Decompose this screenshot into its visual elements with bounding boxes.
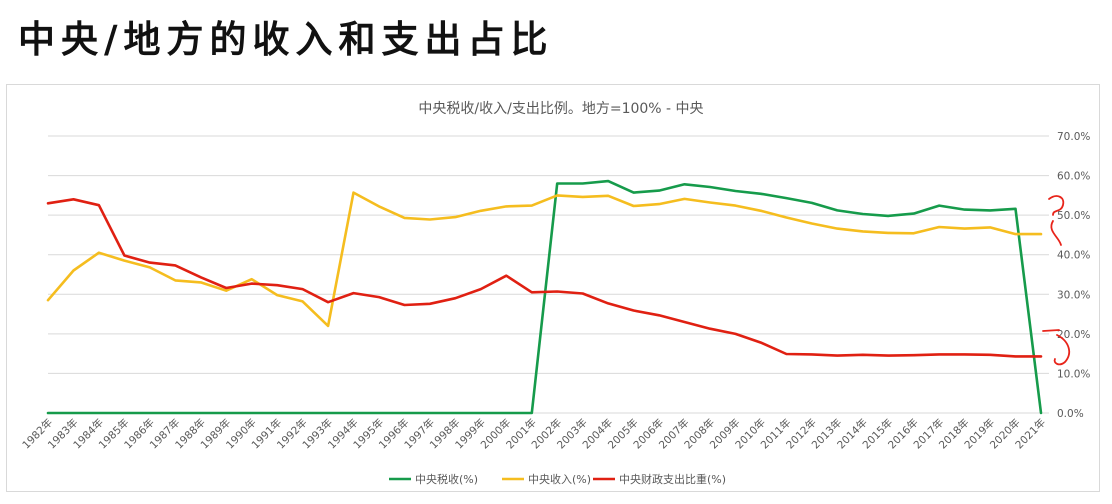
series-line-0 [46, 179, 1043, 415]
y-tick-label: 10.0% [1057, 368, 1090, 380]
y-axis: 0.0% 10.0% 20.0% 30.0% 40.0% 50.0% 60.0% 70.0% [1057, 131, 1090, 420]
annotation-circle-upper [1048, 195, 1065, 246]
y-tick-label: 70.0% [1057, 131, 1090, 143]
chart-card: 中央税收/收入/支出比例。地方=100% - 中央 0.0% 10.0% 20.0%… [6, 84, 1100, 492]
series-lines [46, 179, 1043, 415]
page-title: 中央/地方的收入和支出占比 [18, 18, 554, 61]
series-line-2 [46, 198, 1043, 358]
x-axis: 1982年1983年1984年1985年1986年1987年1988年1989年… [20, 416, 1049, 452]
legend-label: 中央收入(%) [528, 472, 591, 486]
y-tick-label: 40.0% [1057, 250, 1090, 262]
y-tick-label: 50.0% [1057, 210, 1090, 222]
y-tick-label: 30.0% [1057, 289, 1090, 301]
legend-label: 中央财政支出比重(%) [619, 472, 726, 486]
series-line-1 [46, 191, 1043, 328]
chart-title: 中央税收/收入/支出比例。地方=100% - 中央 [418, 101, 703, 117]
gridlines [48, 135, 1049, 414]
legend-label: 中央税收(%) [415, 472, 478, 486]
legend: 中央税收(%) 中央收入(%) 中央财政支出比重(%) [389, 472, 726, 486]
y-tick-label: 20.0% [1057, 329, 1090, 341]
annotation-circle-lower [1042, 329, 1071, 366]
line-chart: 中央税收/收入/支出比例。地方=100% - 中央 0.0% 10.0% 20.0%… [20, 101, 1091, 486]
y-tick-label: 60.0% [1057, 171, 1090, 183]
y-tick-label: 0.0% [1057, 408, 1084, 420]
handwritten-annotations [1042, 195, 1071, 366]
